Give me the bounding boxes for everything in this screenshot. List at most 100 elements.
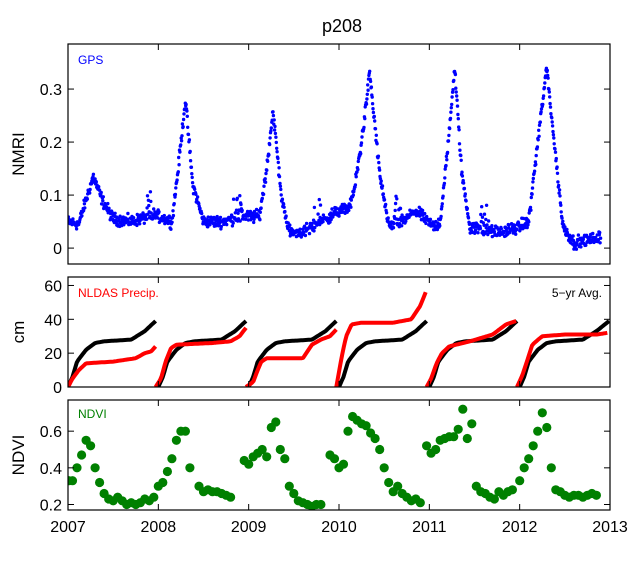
gps-point — [263, 177, 267, 181]
gps-point — [537, 123, 542, 128]
gps-point — [288, 223, 292, 227]
gps-point — [435, 227, 440, 232]
gps-point — [176, 170, 180, 174]
chart-title: p208 — [322, 16, 362, 36]
x-tick-label: 2007 — [50, 519, 86, 536]
x-axis: 2007 2008 2009 2010 2011 2012 2013 — [50, 519, 628, 536]
ndvi-point — [275, 444, 285, 455]
gps-point — [274, 135, 278, 139]
ndvi-point — [542, 422, 552, 433]
gps-point — [101, 199, 105, 203]
gps-point — [460, 170, 464, 174]
legend-avg: 5−yr Avg. — [552, 286, 602, 300]
gps-point — [188, 149, 192, 154]
gps-point — [316, 212, 320, 216]
gps-point — [546, 76, 550, 80]
gps-point — [368, 69, 372, 74]
plot-frame-gps — [67, 43, 611, 265]
y-tick-label-gps: 0.3 — [40, 82, 62, 99]
gps-point — [152, 207, 156, 211]
gps-point — [551, 133, 556, 137]
ndvi-point — [415, 498, 425, 508]
gps-point — [195, 195, 200, 199]
precip-line-2 — [244, 328, 338, 387]
gps-point — [88, 187, 92, 192]
gps-point — [83, 206, 87, 210]
gps-point — [99, 202, 104, 206]
gps-point — [529, 195, 533, 200]
gps-point — [450, 102, 454, 107]
gps-point — [574, 247, 579, 251]
gps-point — [189, 165, 194, 169]
gps-point — [381, 192, 385, 196]
gps-point — [269, 129, 273, 133]
gps-point — [235, 196, 239, 200]
gps-point — [157, 220, 162, 225]
gps-point — [528, 205, 533, 210]
gps-point — [499, 227, 503, 231]
ndvi-point — [257, 444, 267, 455]
gps-point — [193, 187, 197, 191]
precip-line-5 — [515, 330, 608, 387]
gps-point — [185, 109, 189, 113]
gps-point — [492, 230, 497, 234]
ndvi-point — [546, 463, 556, 473]
gps-point — [298, 227, 302, 231]
gps-point — [93, 177, 97, 181]
ndvi-point — [90, 463, 100, 473]
gps-point — [180, 134, 184, 138]
gps-point — [328, 220, 332, 224]
gps-point — [395, 197, 399, 201]
gps-point — [445, 158, 449, 162]
gps-point — [535, 145, 540, 149]
gps-point — [272, 118, 276, 122]
gps-point — [515, 227, 519, 231]
gps-point — [458, 148, 462, 152]
gps-point — [337, 214, 341, 218]
gps-point — [259, 206, 263, 210]
legend-precip: NLDAS Precip. — [78, 286, 159, 300]
y-tick-label-precip: 20 — [44, 346, 62, 363]
gps-point — [541, 102, 545, 107]
gps-point — [547, 90, 551, 94]
gps-point — [425, 214, 429, 219]
gps-point — [263, 180, 268, 184]
gps-point — [170, 220, 174, 224]
gps-point — [302, 230, 306, 235]
ndvi-point — [375, 444, 385, 455]
gps-point — [449, 106, 453, 110]
gps-point — [542, 85, 547, 90]
y-tick-label-precip: 40 — [44, 312, 62, 329]
gps-point — [317, 197, 321, 202]
ndvi-point — [533, 426, 543, 436]
gps-point — [260, 196, 264, 201]
gps-point — [273, 124, 277, 129]
gps-point — [186, 125, 190, 129]
gps-point — [454, 90, 458, 94]
gps-point — [181, 125, 185, 129]
gps-point — [531, 180, 535, 184]
gps-point — [275, 150, 279, 154]
gps-point — [312, 229, 316, 233]
gps-point — [81, 208, 86, 213]
gps-point — [447, 133, 451, 138]
gps-point — [461, 181, 466, 185]
ndvi-point — [338, 459, 349, 469]
ndvi-point — [271, 417, 281, 427]
gps-point — [145, 194, 150, 198]
gps-point — [172, 202, 176, 206]
gps-point — [527, 211, 531, 215]
gps-point — [356, 159, 360, 164]
gps-point — [363, 116, 367, 121]
y-tick-label-precip: 0 — [53, 380, 62, 397]
ndvi-point — [489, 494, 499, 504]
gps-point — [266, 159, 270, 163]
gps-point — [543, 81, 547, 85]
gps-point — [190, 181, 195, 185]
gps-point — [148, 190, 153, 194]
gps-point — [455, 94, 459, 98]
gps-point — [490, 224, 494, 228]
y-axis-label-precip: cm — [9, 321, 28, 344]
gps-point — [182, 112, 186, 116]
gps-point — [539, 110, 543, 114]
